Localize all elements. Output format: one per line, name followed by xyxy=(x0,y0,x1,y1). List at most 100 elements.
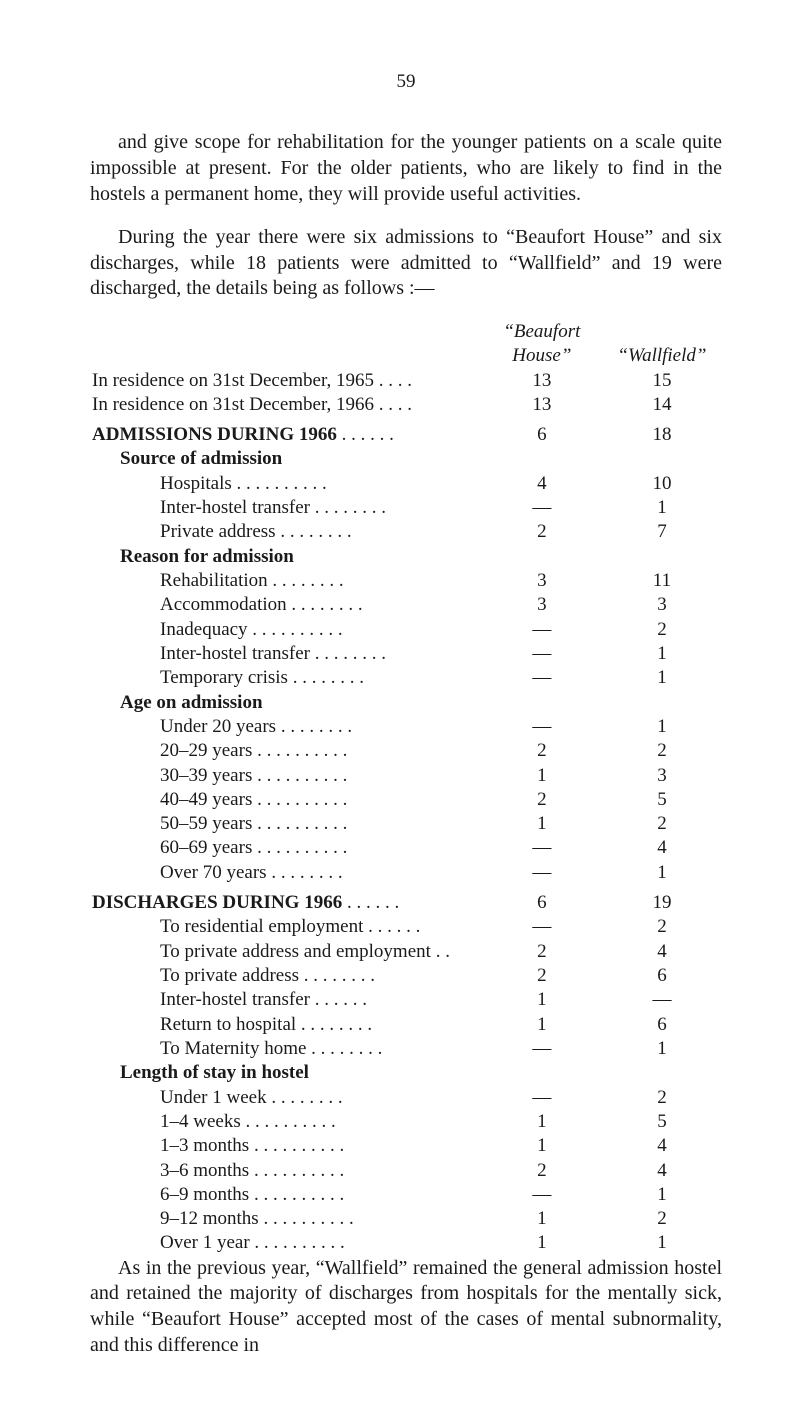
cell-wallfield: 2 xyxy=(602,812,722,836)
row-label: To Maternity home . . . . . . . . xyxy=(90,1037,482,1061)
col-header-beaufort-a: “Beaufort xyxy=(482,320,602,344)
row-label: To private address and employment . . xyxy=(90,940,482,964)
cell-beaufort: 3 xyxy=(482,569,602,593)
cell-beaufort: — xyxy=(482,836,602,860)
row-label: Under 20 years . . . . . . . . xyxy=(90,715,482,739)
cell-wallfield xyxy=(602,1061,722,1085)
cell-wallfield: 5 xyxy=(602,1110,722,1134)
row-label: Length of stay in hostel xyxy=(90,1061,482,1085)
cell-beaufort: 2 xyxy=(482,964,602,988)
table-row: 9–12 months . . . . . . . . . .12 xyxy=(90,1207,722,1231)
cell-beaufort xyxy=(482,545,602,569)
table-row: Source of admission xyxy=(90,447,722,471)
table-row: To private address . . . . . . . .26 xyxy=(90,964,722,988)
cell-wallfield: 1 xyxy=(602,642,722,666)
row-label: In residence on 31st December, 1965 . . … xyxy=(90,369,482,393)
cell-beaufort: 1 xyxy=(482,988,602,1012)
cell-beaufort: — xyxy=(482,618,602,642)
row-label: Temporary crisis . . . . . . . . xyxy=(90,666,482,690)
row-label: 9–12 months . . . . . . . . . . xyxy=(90,1207,482,1231)
cell-beaufort: 2 xyxy=(482,940,602,964)
table-row: ADMISSIONS DURING 1966 . . . . . .618 xyxy=(90,423,722,447)
table-row: 1–3 months . . . . . . . . . .14 xyxy=(90,1134,722,1158)
table-row: Over 70 years . . . . . . . .—1 xyxy=(90,861,722,885)
cell-wallfield xyxy=(602,691,722,715)
cell-wallfield: 1 xyxy=(602,666,722,690)
cell-beaufort: 13 xyxy=(482,369,602,393)
cell-beaufort: 6 xyxy=(482,423,602,447)
column-header-row-2: House” “Wallfield” xyxy=(90,344,722,368)
cell-beaufort: 2 xyxy=(482,1159,602,1183)
table-row: Under 1 week . . . . . . . .—2 xyxy=(90,1086,722,1110)
row-label: Rehabilitation . . . . . . . . xyxy=(90,569,482,593)
cell-beaufort xyxy=(482,447,602,471)
col-header-beaufort-b: House” xyxy=(482,344,602,368)
table-row: Length of stay in hostel xyxy=(90,1061,722,1085)
cell-wallfield: 19 xyxy=(602,891,722,915)
table-row: Rehabilitation . . . . . . . .311 xyxy=(90,569,722,593)
cell-wallfield: 4 xyxy=(602,1134,722,1158)
cell-beaufort: 1 xyxy=(482,764,602,788)
cell-beaufort: 13 xyxy=(482,393,602,417)
cell-wallfield: 1 xyxy=(602,496,722,520)
row-label: Accommodation . . . . . . . . xyxy=(90,593,482,617)
cell-wallfield: 2 xyxy=(602,1086,722,1110)
table-row: 60–69 years . . . . . . . . . .—4 xyxy=(90,836,722,860)
cell-beaufort xyxy=(482,691,602,715)
table-row: 1–4 weeks . . . . . . . . . .15 xyxy=(90,1110,722,1134)
table-row: 40–49 years . . . . . . . . . .25 xyxy=(90,788,722,812)
table-row: Age on admission xyxy=(90,691,722,715)
row-label: Under 1 week . . . . . . . . xyxy=(90,1086,482,1110)
cell-wallfield xyxy=(602,447,722,471)
cell-beaufort: 6 xyxy=(482,891,602,915)
cell-wallfield: 6 xyxy=(602,1013,722,1037)
cell-wallfield: 2 xyxy=(602,618,722,642)
row-label: Over 1 year . . . . . . . . . . xyxy=(90,1231,482,1255)
row-label: Source of admission xyxy=(90,447,482,471)
cell-beaufort: 1 xyxy=(482,1231,602,1255)
table-row: Under 20 years . . . . . . . .—1 xyxy=(90,715,722,739)
cell-wallfield xyxy=(602,545,722,569)
cell-wallfield: 1 xyxy=(602,1183,722,1207)
table-row: Inadequacy . . . . . . . . . .—2 xyxy=(90,618,722,642)
cell-beaufort: 4 xyxy=(482,472,602,496)
table-row: To residential employment . . . . . .—2 xyxy=(90,915,722,939)
cell-wallfield: 6 xyxy=(602,964,722,988)
statistics-table: “Beaufort House” “Wallfield” In residenc… xyxy=(90,320,722,1256)
table-row: Reason for admission xyxy=(90,545,722,569)
cell-wallfield: 2 xyxy=(602,915,722,939)
row-label: 50–59 years . . . . . . . . . . xyxy=(90,812,482,836)
cell-wallfield: 4 xyxy=(602,836,722,860)
cell-beaufort: 2 xyxy=(482,520,602,544)
cell-wallfield: 18 xyxy=(602,423,722,447)
paragraph-2: During the year there were six admission… xyxy=(90,225,722,302)
cell-wallfield: 5 xyxy=(602,788,722,812)
table-row: Temporary crisis . . . . . . . .—1 xyxy=(90,666,722,690)
cell-beaufort: 1 xyxy=(482,1110,602,1134)
cell-wallfield: 1 xyxy=(602,1231,722,1255)
cell-wallfield: 1 xyxy=(602,715,722,739)
cell-beaufort: — xyxy=(482,642,602,666)
cell-beaufort: 2 xyxy=(482,739,602,763)
cell-wallfield: — xyxy=(602,988,722,1012)
cell-wallfield: 2 xyxy=(602,739,722,763)
table-row: Hospitals . . . . . . . . . .410 xyxy=(90,472,722,496)
table-row: Return to hospital . . . . . . . .16 xyxy=(90,1013,722,1037)
cell-wallfield: 10 xyxy=(602,472,722,496)
row-label: 1–3 months . . . . . . . . . . xyxy=(90,1134,482,1158)
cell-beaufort: — xyxy=(482,1037,602,1061)
table-row: In residence on 31st December, 1966 . . … xyxy=(90,393,722,417)
row-label: 40–49 years . . . . . . . . . . xyxy=(90,788,482,812)
cell-wallfield: 4 xyxy=(602,1159,722,1183)
table-row: 3–6 months . . . . . . . . . .24 xyxy=(90,1159,722,1183)
row-label: Reason for admission xyxy=(90,545,482,569)
cell-wallfield: 3 xyxy=(602,593,722,617)
row-label: 3–6 months . . . . . . . . . . xyxy=(90,1159,482,1183)
row-label: 1–4 weeks . . . . . . . . . . xyxy=(90,1110,482,1134)
table-row: Inter-hostel transfer . . . . . . . .—1 xyxy=(90,496,722,520)
column-header-row-1: “Beaufort xyxy=(90,320,722,344)
cell-beaufort xyxy=(482,1061,602,1085)
table-row: 50–59 years . . . . . . . . . .12 xyxy=(90,812,722,836)
row-label: 30–39 years . . . . . . . . . . xyxy=(90,764,482,788)
table-row: Inter-hostel transfer . . . . . . . .—1 xyxy=(90,642,722,666)
